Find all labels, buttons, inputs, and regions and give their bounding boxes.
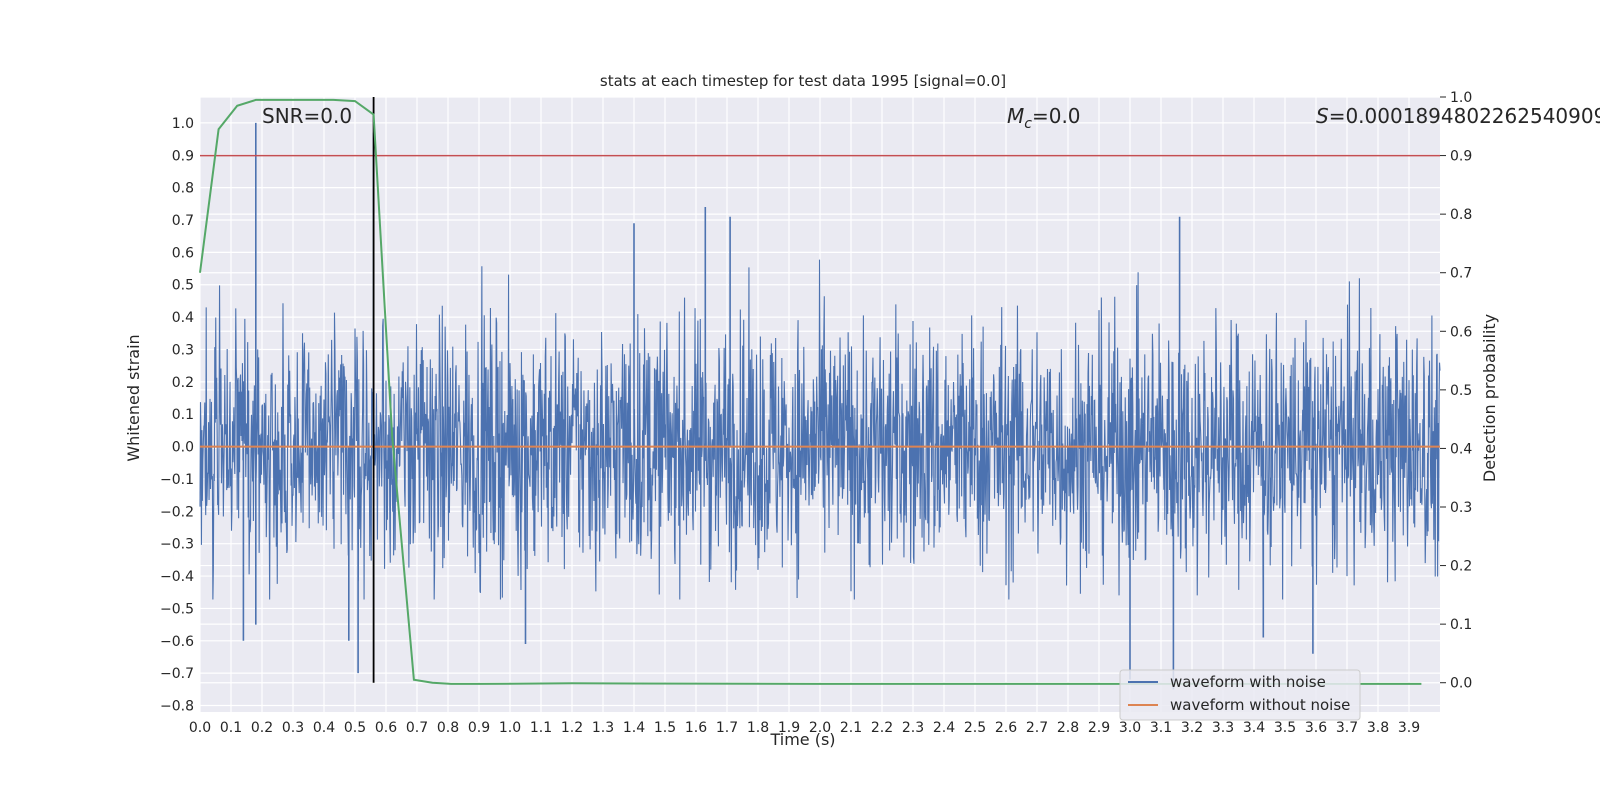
y-tick-label: −0.4 xyxy=(160,569,194,585)
detection-probability-line xyxy=(199,98,1422,685)
mc-value: =0.0 xyxy=(1032,104,1081,128)
waveform-with-noise-series xyxy=(199,122,1441,690)
x-tick-label: 3.5 xyxy=(1274,720,1296,736)
x-tick-label: 1.4 xyxy=(623,720,645,736)
y2-tick-label: 0.9 xyxy=(1450,149,1472,165)
y2-tick-label: 0.4 xyxy=(1450,441,1472,457)
x-tick-label: 2.4 xyxy=(933,720,955,736)
x-tick-label: 2.1 xyxy=(840,720,862,736)
x-tick-label: 3.8 xyxy=(1367,720,1389,736)
x-tick-label: 3.7 xyxy=(1336,720,1358,736)
x-tick-label: 2.2 xyxy=(871,720,893,736)
y2-tick-label: 1.0 xyxy=(1450,90,1472,106)
x-tick-label: 1.6 xyxy=(685,720,707,736)
x-tick-label: 0.2 xyxy=(251,720,273,736)
y-tick-label: 0.4 xyxy=(172,310,194,326)
legend-label-noise: waveform with noise xyxy=(1170,673,1326,691)
x-tick-label: 3.1 xyxy=(1150,720,1172,736)
x-tick-label: 1.8 xyxy=(747,720,769,736)
s-symbol: S xyxy=(1316,104,1329,128)
x-tick-label: 3.6 xyxy=(1305,720,1327,736)
x-tick-label: 1.5 xyxy=(654,720,676,736)
y-tick-label: 0.5 xyxy=(172,278,194,294)
x-tick-label: 0.6 xyxy=(375,720,397,736)
x-tick-label: 0.7 xyxy=(406,720,428,736)
x-tick-label: 0.0 xyxy=(189,720,211,736)
x-tick-label: 0.5 xyxy=(344,720,366,736)
x-tick-label: 0.8 xyxy=(437,720,459,736)
x-tick-label: 0.1 xyxy=(220,720,242,736)
y2-tick-label: 0.2 xyxy=(1450,559,1472,575)
x-tick-label: 3.2 xyxy=(1181,720,1203,736)
x-tick-label: 2.3 xyxy=(902,720,924,736)
x-tick-label: 2.9 xyxy=(1088,720,1110,736)
y-tick-label: −0.8 xyxy=(160,699,194,715)
x-tick-label: 2.8 xyxy=(1057,720,1079,736)
x-tick-label: 3.3 xyxy=(1212,720,1234,736)
x-tick-label: 1.9 xyxy=(778,720,800,736)
x-tick-label: 3.4 xyxy=(1243,720,1265,736)
legend: waveform with noise waveform without noi… xyxy=(1119,669,1361,721)
mc-subscript: c xyxy=(1024,116,1032,132)
y-tick-label: −0.5 xyxy=(160,601,194,617)
y2-tick-label: 0.0 xyxy=(1450,676,1472,692)
x-axis-ticks: 0.0 0.1 0.2 0.3 0.4 0.5 0.6 0.7 0.8 0.9 1.0 1.1 1.2 1… xyxy=(189,720,1420,736)
y2-tick-label: 0.1 xyxy=(1450,617,1472,633)
x-tick-label: 2.0 xyxy=(809,720,831,736)
y2-tick-label: 0.8 xyxy=(1450,207,1472,223)
x-tick-label: 1.7 xyxy=(716,720,738,736)
snr-annotation: SNR=0.0 xyxy=(262,104,352,128)
x-tick-label: 3.9 xyxy=(1398,720,1420,736)
x-tick-label: 1.0 xyxy=(499,720,521,736)
y-tick-label: 0.8 xyxy=(172,181,194,197)
x-tick-label: 2.6 xyxy=(995,720,1017,736)
s-value: =0.00018948022625409096 xyxy=(1329,104,1600,128)
y-tick-label: −0.7 xyxy=(160,666,194,682)
y-axis-label: Whitened strain xyxy=(124,334,143,461)
chart-title: stats at each timestep for test data 199… xyxy=(600,72,1006,90)
y-tick-label: −0.1 xyxy=(160,472,194,488)
s-annotation: S=0.00018948022625409096 xyxy=(1316,104,1600,128)
y-axis-ticks: 1.0 0.9 0.8 0.7 0.6 0.5 0.4 0.3 0.2 0.1 0.0 −0.1 −0.… xyxy=(160,116,194,715)
x-tick-label: 0.9 xyxy=(468,720,490,736)
waveform-noise-line xyxy=(199,259,1441,600)
x-tick-label: 1.1 xyxy=(530,720,552,736)
x-tick-label: 2.7 xyxy=(1026,720,1048,736)
mc-annotation: Mc=0.0 xyxy=(1007,104,1081,132)
y2-tick-label: 0.6 xyxy=(1450,324,1472,340)
y-tick-label: 0.2 xyxy=(172,375,194,391)
y-tick-label: −0.6 xyxy=(160,634,194,650)
x-tick-label: 2.5 xyxy=(964,720,986,736)
y2-tick-label: 0.3 xyxy=(1450,500,1472,516)
x-tick-label: 0.4 xyxy=(313,720,335,736)
y-tick-label: −0.2 xyxy=(160,504,194,520)
legend-box xyxy=(1119,669,1361,721)
y-tick-label: 0.6 xyxy=(172,245,194,261)
y2-axis-label: Detection probability xyxy=(1480,314,1499,482)
x-tick-label: 1.2 xyxy=(561,720,583,736)
x-tick-label: 0.3 xyxy=(282,720,304,736)
y2-axis-ticks: 1.0 0.9 0.8 0.7 0.6 0.5 0.4 0.3 0.2 0.1 0.0 xyxy=(1440,90,1472,692)
detection-probability-series xyxy=(199,98,1422,685)
y-tick-label: −0.3 xyxy=(160,537,194,553)
y-tick-label: 0.1 xyxy=(172,407,194,423)
y2-tick-label: 0.7 xyxy=(1450,266,1472,282)
x-tick-label: 3.0 xyxy=(1119,720,1141,736)
legend-label-clean: waveform without noise xyxy=(1170,696,1350,714)
y-tick-label: 0.9 xyxy=(172,148,194,164)
y-tick-label: 0.3 xyxy=(172,342,194,358)
y-tick-label: 0.0 xyxy=(172,440,194,456)
mc-symbol: M xyxy=(1007,104,1024,128)
y-tick-label: 0.7 xyxy=(172,213,194,229)
y2-tick-label: 0.5 xyxy=(1450,383,1472,399)
x-tick-label: 1.3 xyxy=(592,720,614,736)
y-tick-label: 1.0 xyxy=(172,116,194,132)
x-axis-label: Time (s) xyxy=(769,730,835,749)
